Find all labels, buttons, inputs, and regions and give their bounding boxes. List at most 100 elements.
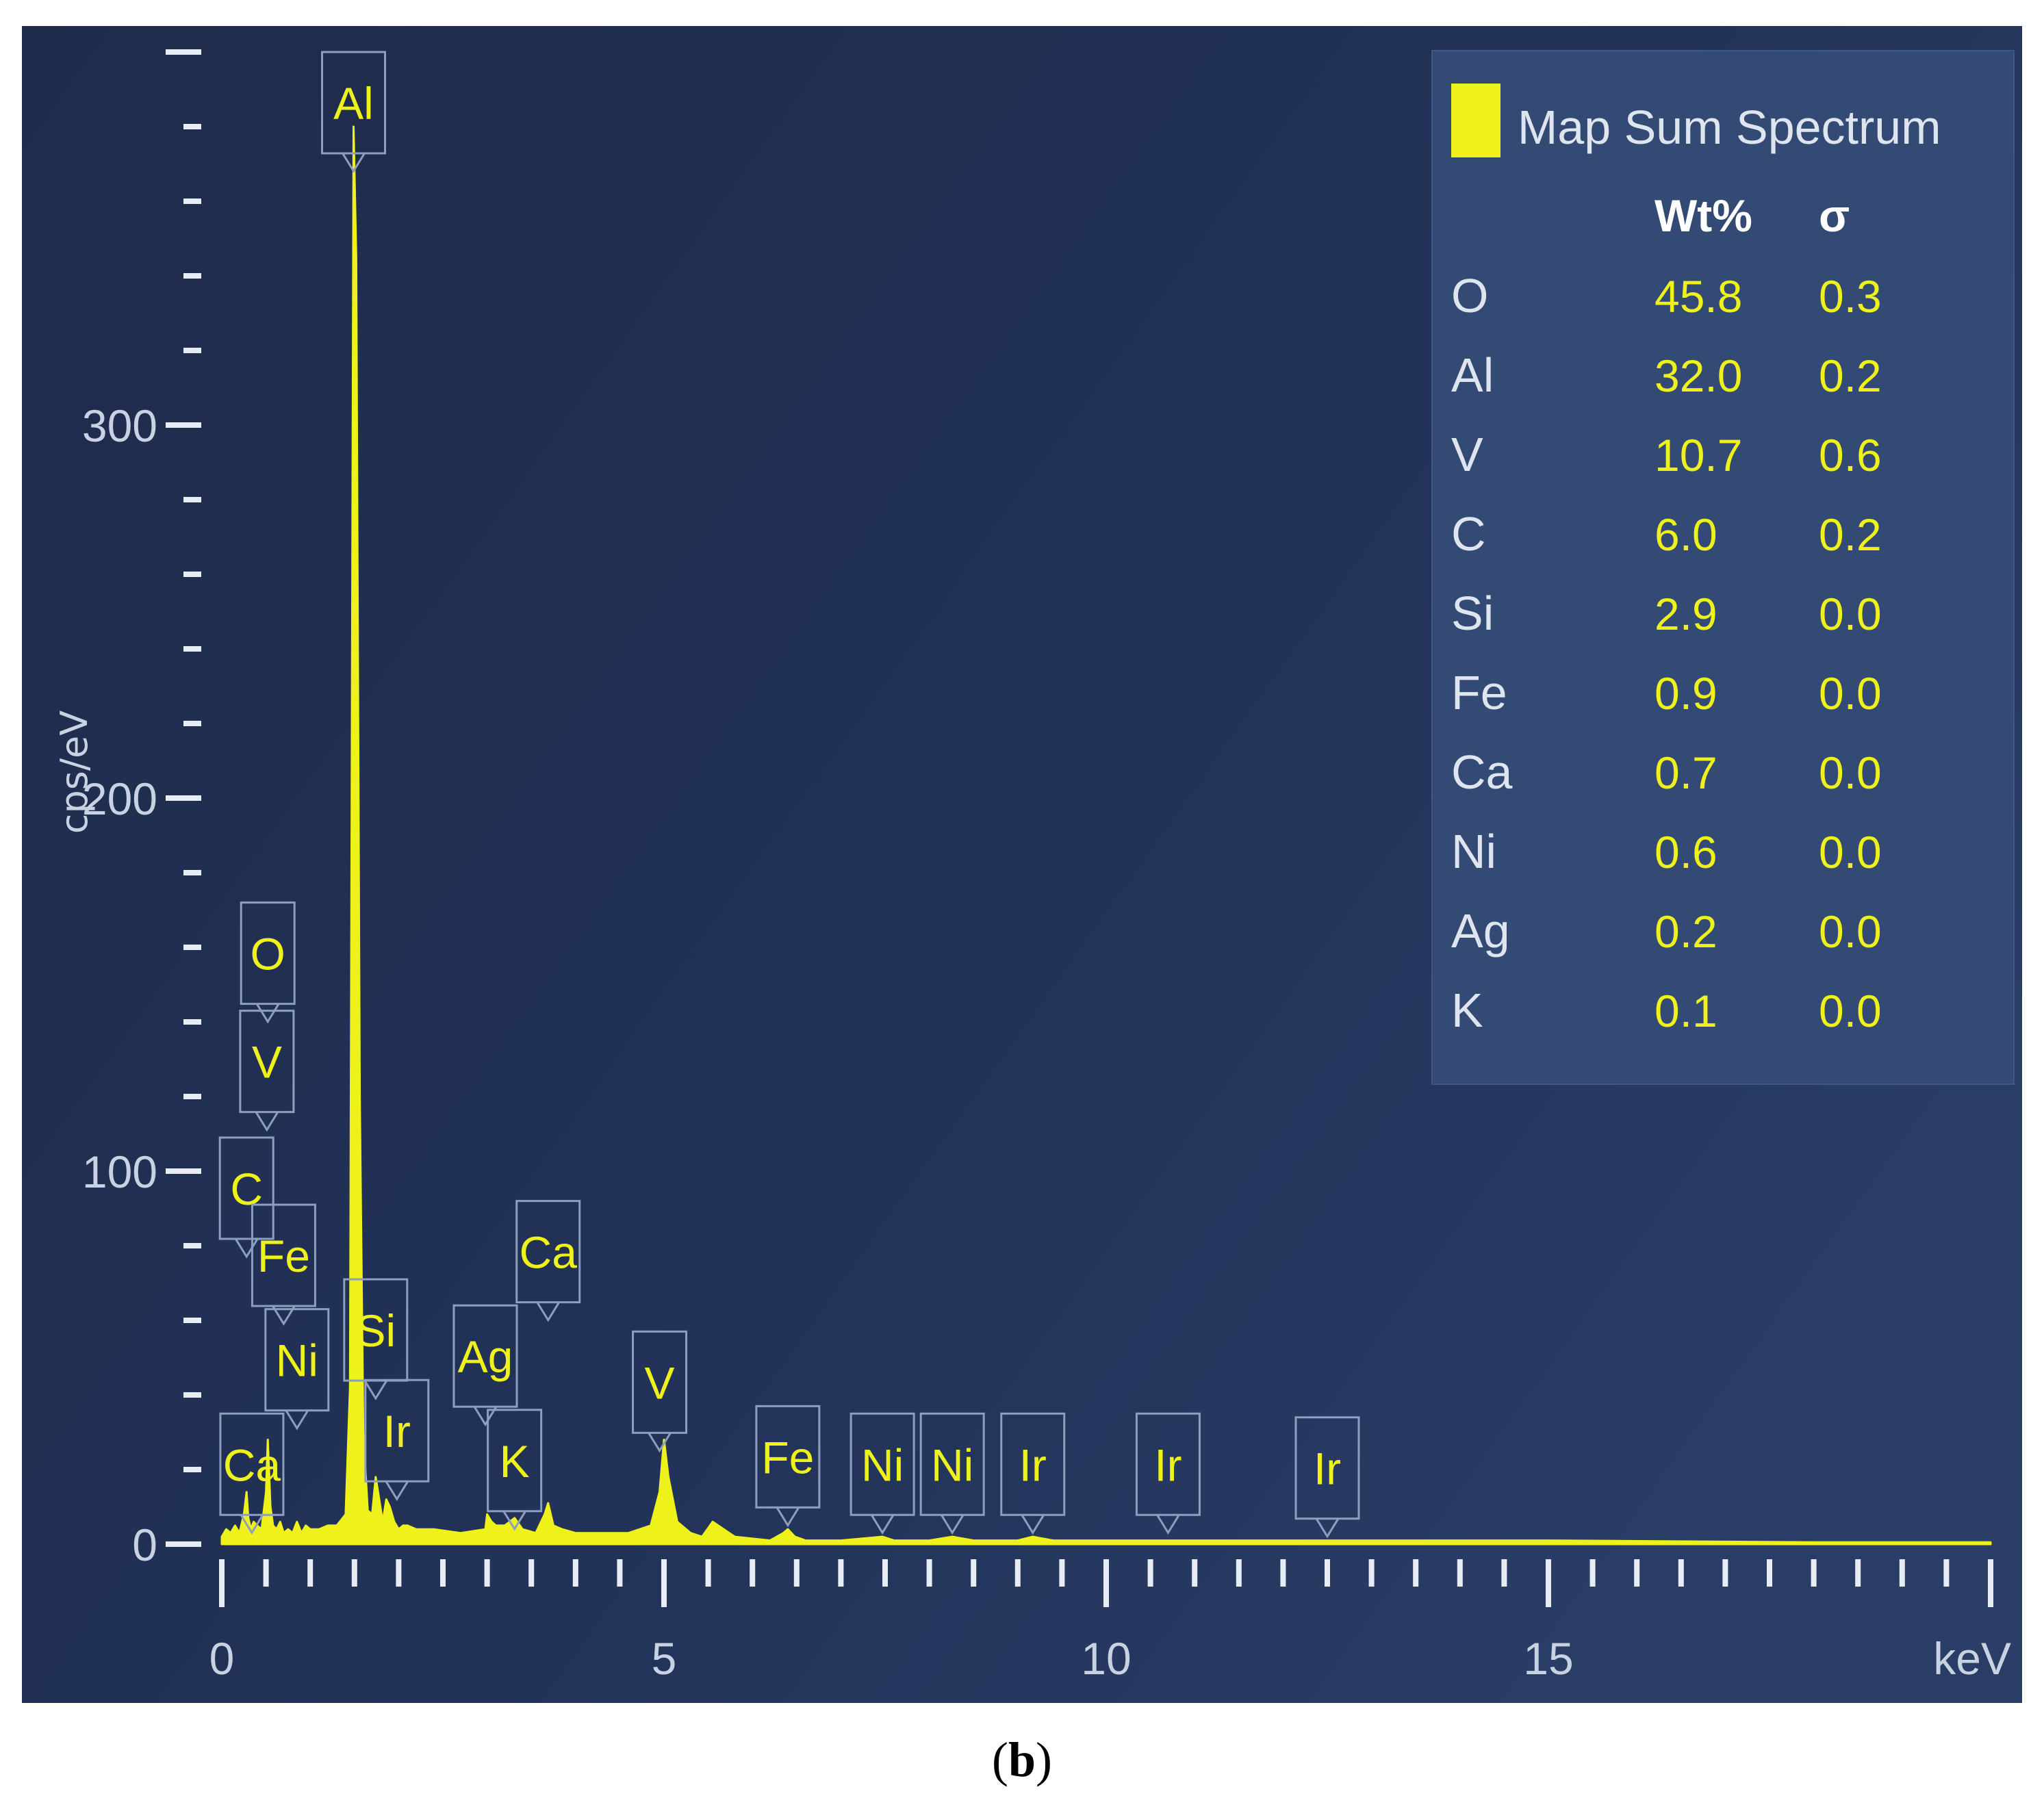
y-major-tick [166,49,201,55]
x-major-tick [1546,1559,1551,1607]
legend-element-o: O [1451,269,1488,322]
peak-label-pointer [1156,1514,1180,1535]
y-minor-tick [183,1318,201,1323]
peak-label-pointer [342,153,366,173]
peak-label-text: Fe [257,1231,310,1281]
x-minor-tick [750,1559,756,1587]
peak-label-text: V [645,1357,675,1408]
peak-label-pointer [1315,1517,1340,1539]
peak-label-pointer [385,1481,409,1502]
legend-element-v: V [1451,428,1483,481]
peak-label-box [251,1203,316,1307]
y-minor-tick [183,945,201,950]
peak-label-ni: Ni [264,1308,330,1431]
caption-close: ) [1036,1732,1052,1787]
legend-sigma-value: 0.0 [1819,827,1882,877]
legend-swatch [1451,84,1500,157]
peak-label-v: V [632,1330,688,1453]
legend-sigma-value: 0.0 [1819,668,1882,719]
peak-label-text: Ag [458,1331,513,1382]
peak-label-ir: Ir [1000,1412,1066,1535]
peak-label-text: Ir [1154,1439,1181,1490]
peak-label-box [849,1412,915,1516]
y-tick-label: 200 [82,773,157,824]
legend-wt-value: 0.7 [1655,747,1717,798]
peak-label-box [321,51,387,155]
peak-label-box [632,1330,688,1434]
legend-sigma-value: 0.0 [1819,986,1882,1036]
legend-sigma-value: 0.2 [1819,509,1882,560]
x-minor-tick [971,1559,977,1587]
legend-wt-value: 6.0 [1655,509,1717,560]
legend-wt-value: 10.7 [1655,430,1742,480]
legend-wt-value: 2.9 [1655,589,1717,639]
caption-letter: b [1008,1732,1036,1787]
y-major-tick [166,1541,201,1547]
legend-element-al: Al [1451,348,1494,402]
peak-label-text: Ir [383,1406,411,1457]
peak-label-pointer [648,1432,672,1453]
legend-header-wt: Wt% [1655,190,1752,241]
y-minor-tick [183,1243,201,1248]
x-minor-tick [1722,1559,1728,1587]
x-minor-tick [440,1559,446,1587]
peak-label-pointer [240,1514,264,1535]
x-minor-tick [1014,1559,1021,1587]
peak-label-box [755,1405,821,1509]
y-minor-tick [183,1094,201,1099]
legend-element-ni: Ni [1451,825,1496,878]
peak-label-text: Ca [223,1439,281,1490]
peak-label-box [240,901,296,1005]
peak-label-text: Ir [1314,1444,1341,1494]
spectrum-chart-frame: 0 100 200 300 0 5 10 15 cps/eV keV Al O V C Fe Ni Si… [22,26,2022,1703]
y-minor-tick [183,1392,201,1398]
legend-wt-value: 0.6 [1655,827,1717,877]
peak-label-pointer [473,1406,498,1427]
legend-element-ag: Ag [1451,904,1510,958]
caption-open: ( [991,1732,1008,1787]
x-minor-tick [528,1559,535,1587]
y-minor-tick [183,1467,201,1472]
x-minor-tick [484,1559,490,1587]
peak-label-text: Ca [520,1227,578,1278]
x-minor-tick [1325,1559,1330,1587]
peak-label-c: C [218,1136,274,1259]
legend-element-ca: Ca [1451,745,1513,799]
x-minor-tick [1059,1559,1065,1587]
legend-element-fe: Fe [1451,666,1507,719]
peak-label-box [219,1412,285,1516]
peak-label-pointer [776,1507,800,1528]
peak-label-text: O [251,929,285,979]
y-axis-label: cps/eV [53,710,96,834]
x-minor-tick [1899,1559,1905,1587]
peak-label-text: Si [355,1305,396,1356]
peak-label-fe: Fe [755,1405,821,1528]
x-major-tick [219,1559,225,1607]
peak-label-box [919,1412,985,1516]
peak-label-text: Al [333,78,374,129]
legend-element-si: Si [1451,587,1494,640]
legend-sigma-value: 0.3 [1819,271,1882,322]
x-tick-label: 5 [652,1633,677,1684]
spectrum-series-line [220,125,1992,1546]
x-minor-tick [926,1559,932,1587]
peak-label-box [1000,1412,1066,1516]
peak-label-ir: Ir [364,1379,430,1502]
peak-label-box [364,1379,430,1483]
y-tick-label: 100 [82,1146,157,1197]
peak-label-pointer [285,1409,309,1431]
y-axis: 0 100 200 300 [82,49,201,1570]
x-minor-tick [1236,1559,1242,1587]
x-major-tick [1988,1559,1993,1607]
peak-label-pointer [870,1514,895,1535]
x-major-tick [661,1559,667,1607]
peak-label-text: Ni [276,1335,318,1386]
legend-rows: O 45.8 0.3 Al 32.0 0.2 V 10.7 0.6 C 6.0 0.2 Si 2.9 0.0… [1451,269,1882,1037]
legend-wt-value: 0.1 [1655,986,1717,1036]
x-minor-tick [1368,1559,1375,1587]
x-minor-tick [1678,1559,1684,1587]
y-tick-label: 300 [82,400,157,451]
x-minor-tick [1634,1559,1640,1587]
x-minor-tick [1589,1559,1596,1587]
y-minor-tick [183,1019,201,1025]
